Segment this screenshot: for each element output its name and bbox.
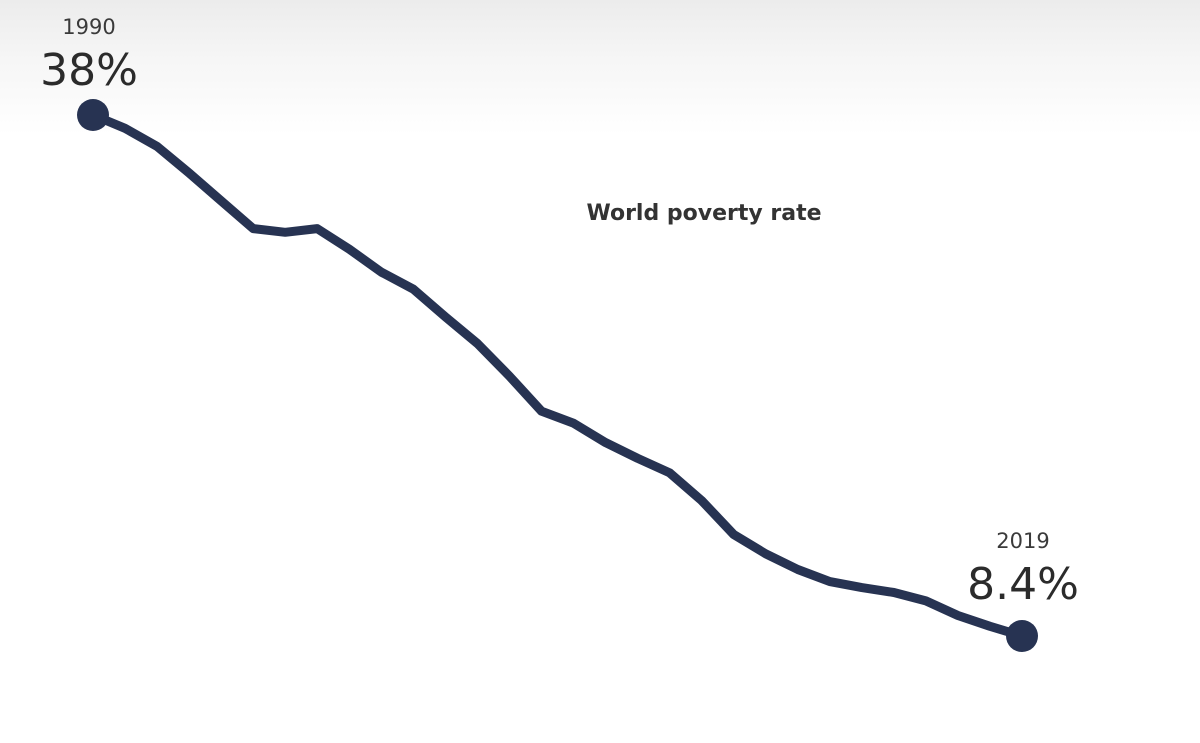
start-year-label: 1990 [62, 15, 115, 39]
start-value-label: 38% [40, 45, 138, 96]
poverty-rate-line [88, 110, 1027, 641]
end-year-label: 2019 [996, 529, 1049, 553]
series-layer [77, 99, 1038, 652]
end-point-marker [1006, 620, 1038, 652]
start-point-marker [77, 99, 109, 131]
chart-title: World poverty rate [586, 201, 821, 226]
end-value-label: 8.4% [967, 559, 1079, 610]
